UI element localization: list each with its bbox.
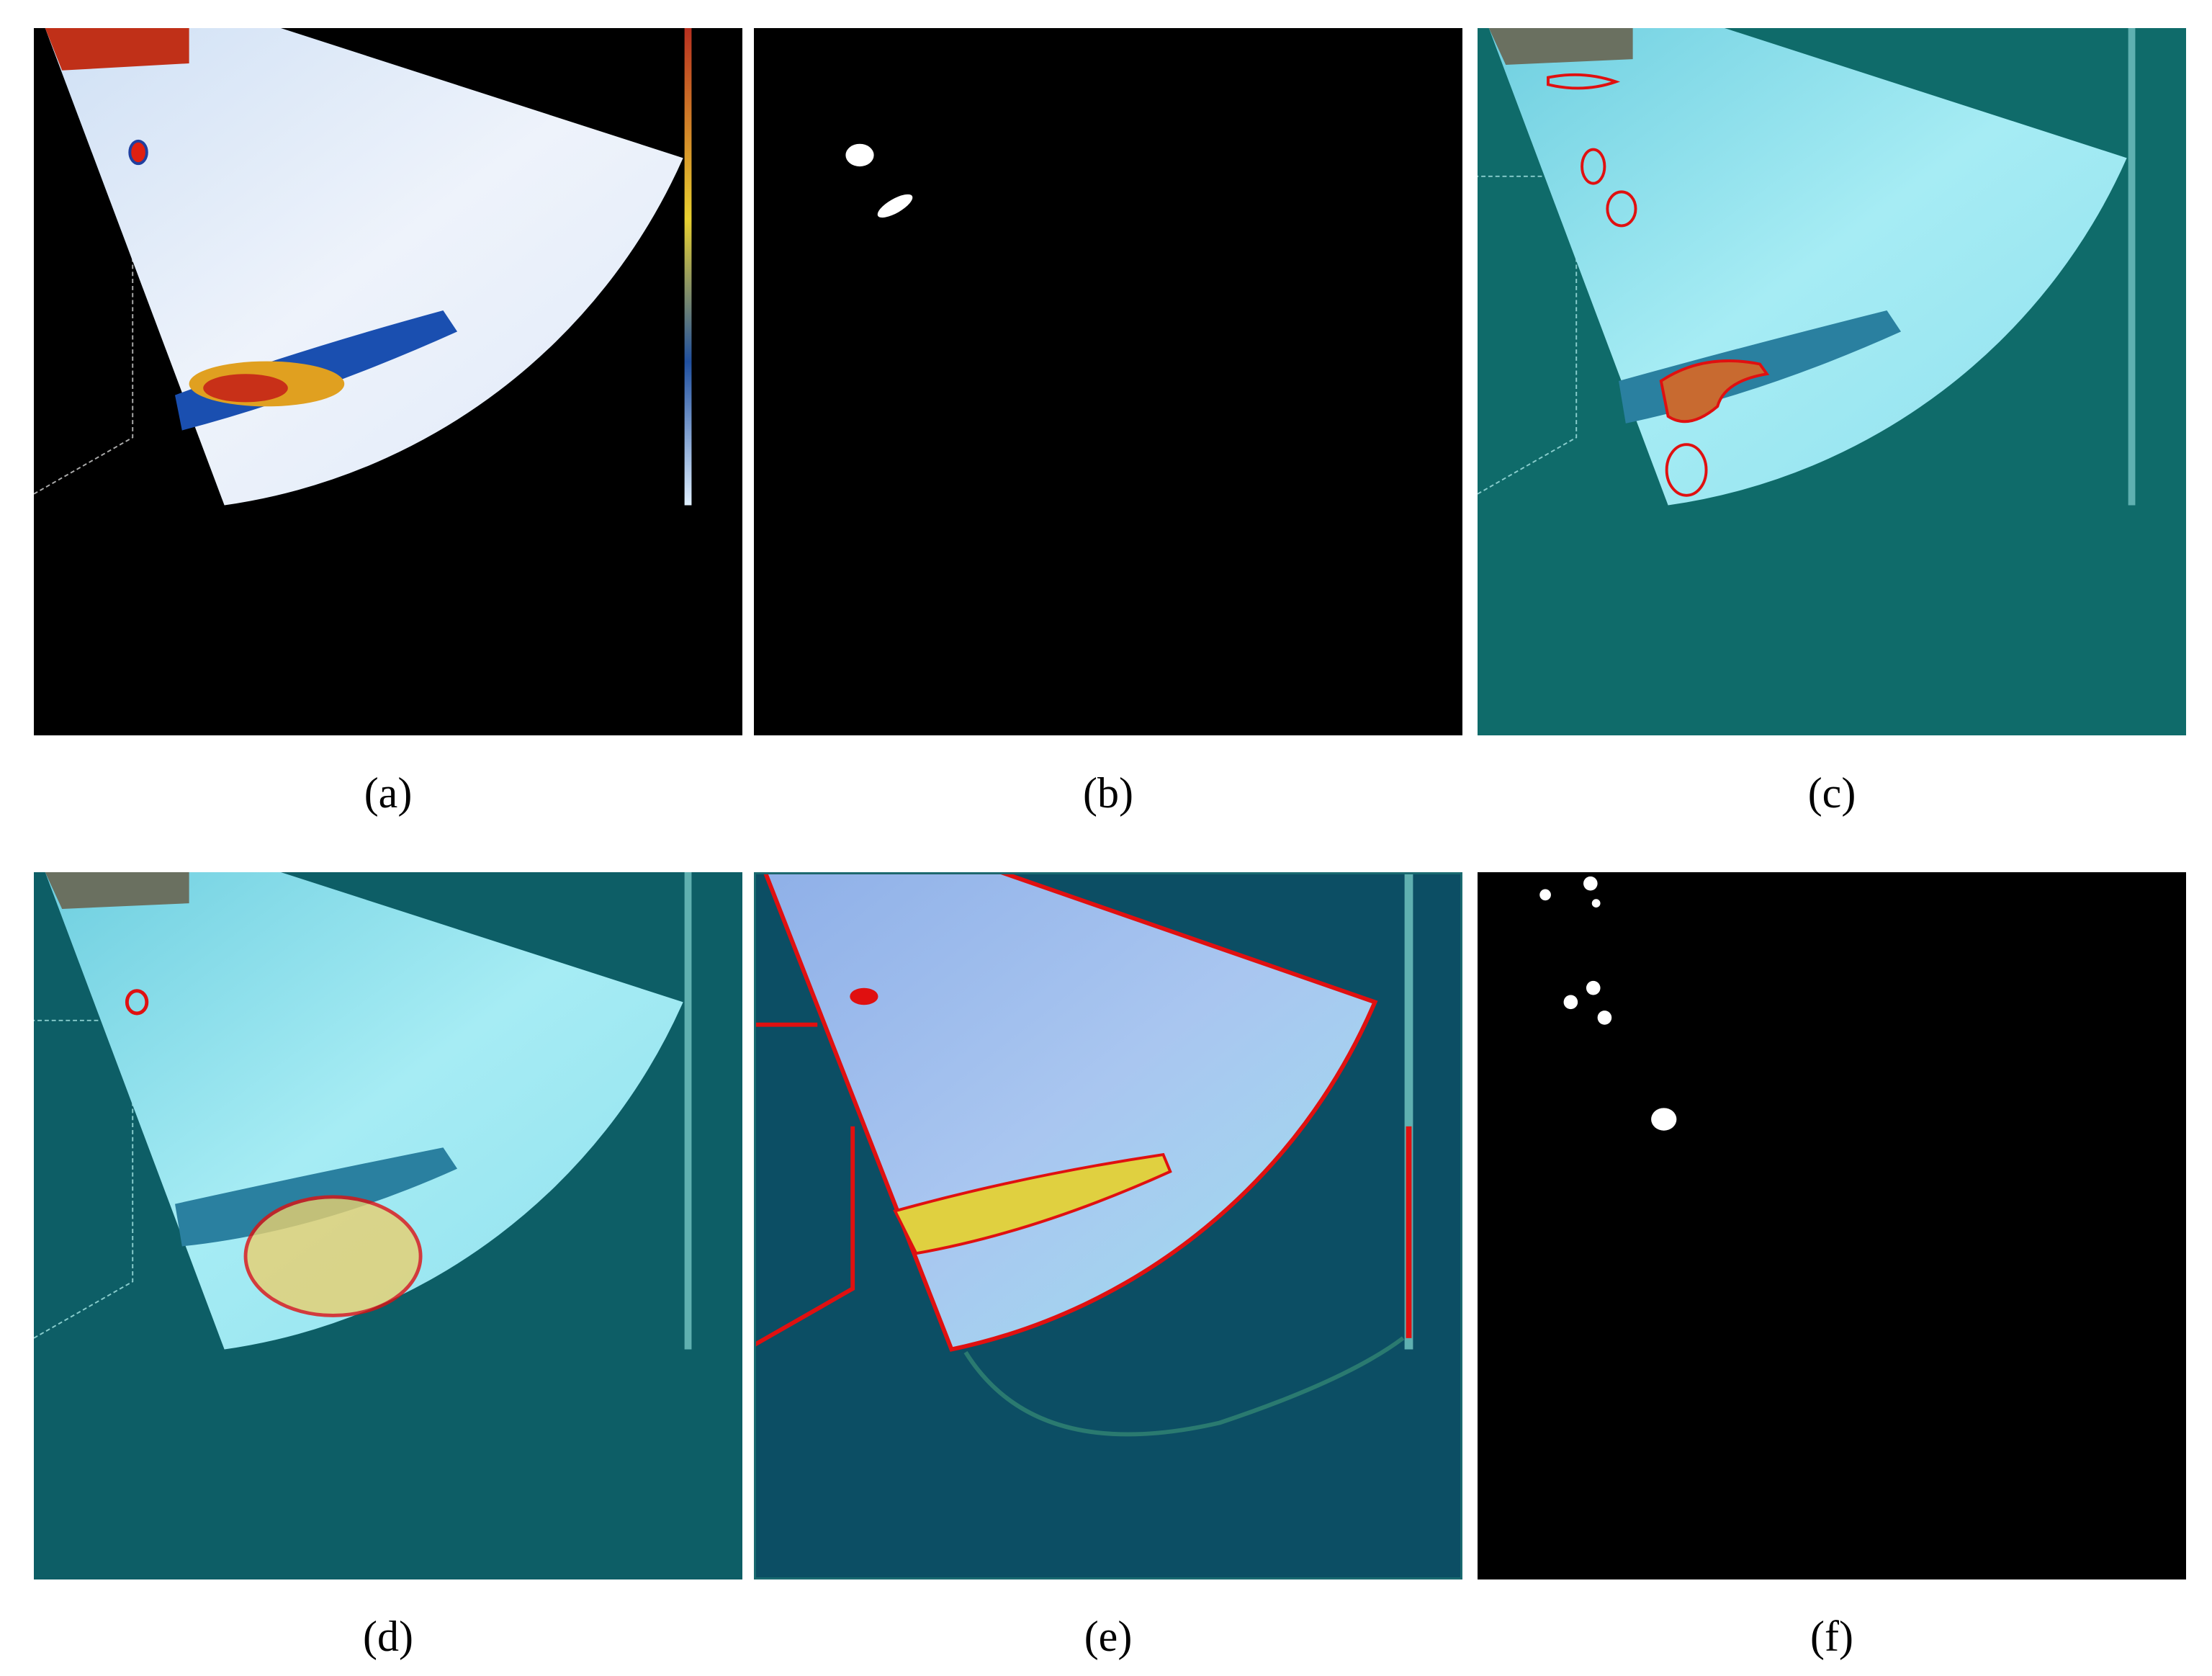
panel-label: (a) <box>364 769 413 817</box>
panel-d-image <box>34 872 742 1579</box>
panel-label: (c) <box>1807 769 1856 817</box>
panel-f-image <box>1478 872 2186 1579</box>
panel-a-image <box>34 28 742 735</box>
panel-b-image <box>754 28 1462 735</box>
panel-label: (f) <box>1810 1613 1853 1660</box>
panel-label: (e) <box>1084 1613 1133 1660</box>
panel-label: (b) <box>1083 769 1133 817</box>
panel-c-image <box>1478 28 2186 735</box>
panel-e-image <box>754 872 1462 1579</box>
panel-label: (d) <box>363 1613 413 1660</box>
